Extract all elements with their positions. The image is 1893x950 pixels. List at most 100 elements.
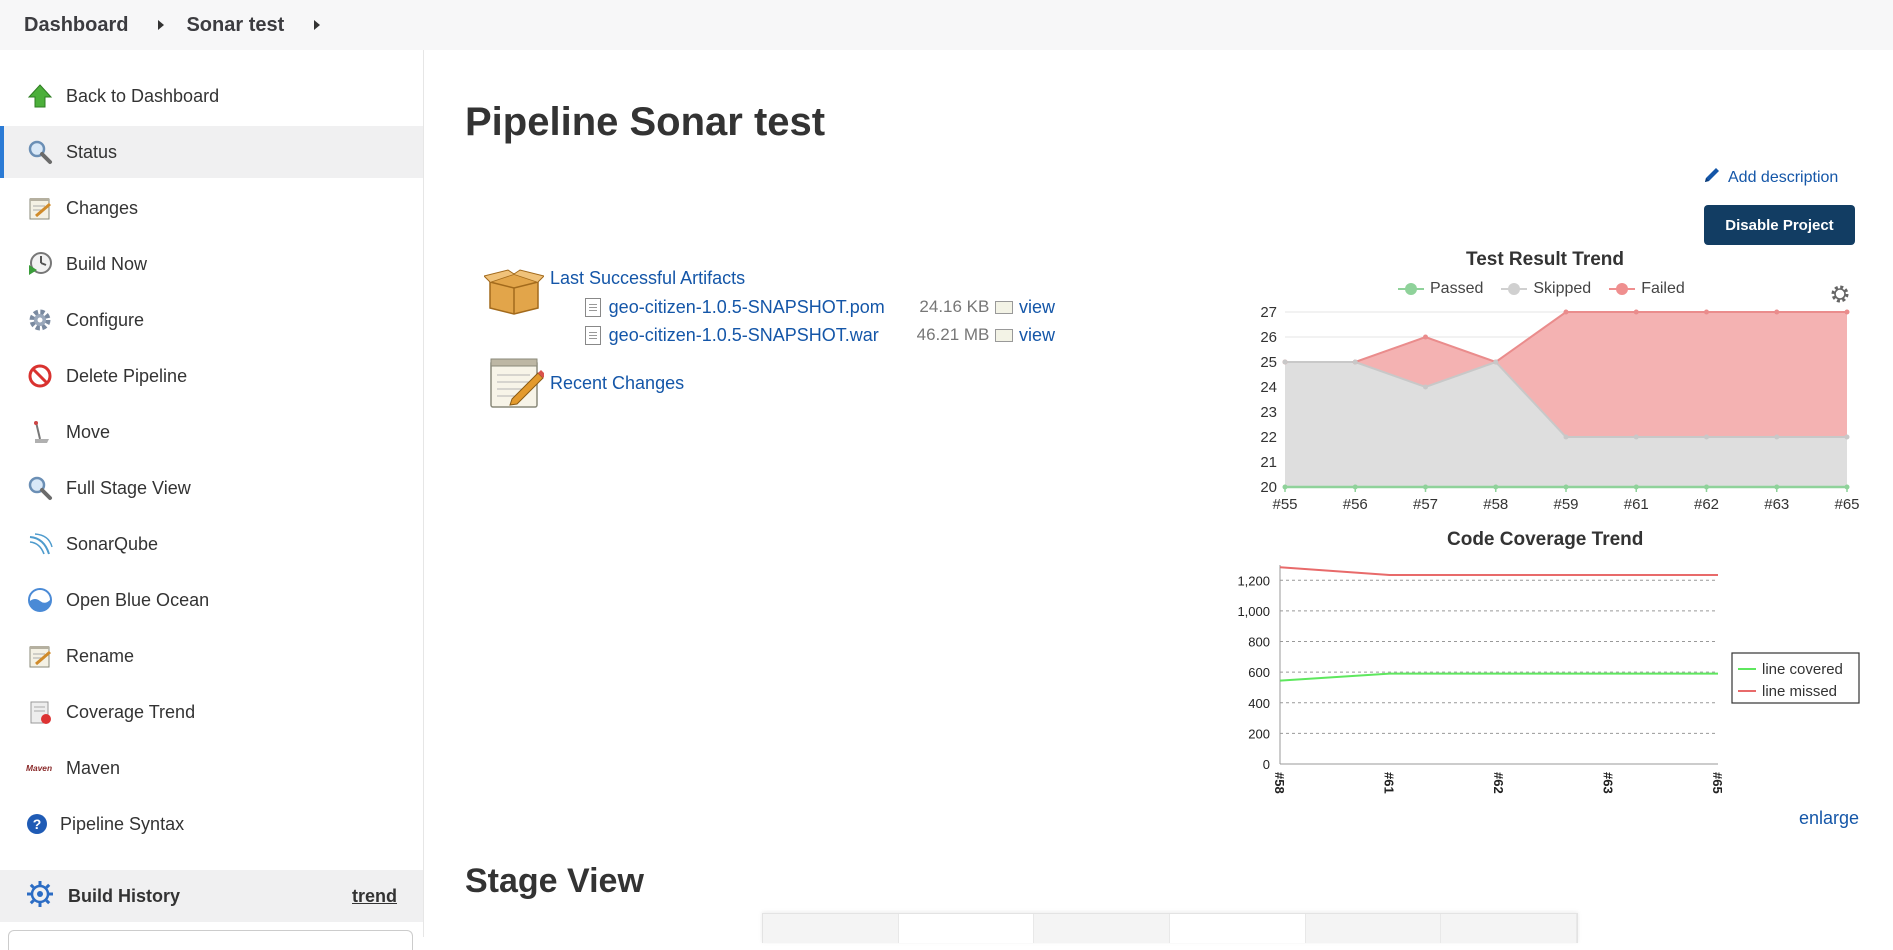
help-icon: ?: [26, 810, 48, 838]
y-tick-label: 21: [1260, 454, 1277, 471]
artifact-row: geo-citizen-1.0.5-SNAPSHOT.war 46.21 MB …: [585, 323, 1055, 347]
y-tick-label: 27: [1260, 304, 1277, 321]
sidebar-item-label: Maven: [66, 757, 121, 778]
sidebar-item-configure[interactable]: Configure: [0, 294, 423, 346]
sidebar-item-maven[interactable]: Maven Maven: [0, 742, 423, 794]
breadcrumb: Dashboard Sonar test: [0, 0, 1893, 50]
legend-item-failed[interactable]: Failed: [1609, 280, 1685, 298]
sidebar-item-coverage-trend[interactable]: Coverage Trend: [0, 686, 423, 738]
sidebar-item-rename[interactable]: Rename: [0, 630, 423, 682]
legend-label: line missed: [1762, 683, 1837, 700]
sidebar-item-changes[interactable]: Changes: [0, 182, 423, 234]
y-tick-label: 24: [1260, 379, 1277, 396]
magnifier-icon: [26, 138, 54, 166]
fingerprint-icon[interactable]: [995, 328, 1013, 342]
y-tick-label: 25: [1260, 354, 1277, 371]
breadcrumb-chevron-icon[interactable]: [158, 20, 165, 30]
skipped-point: [1633, 434, 1639, 440]
stage-header-cell: [1441, 914, 1578, 943]
sidebar-item-move[interactable]: Move: [0, 406, 423, 458]
sidebar-item-label: Delete Pipeline: [66, 365, 188, 386]
artifact-view-link[interactable]: view: [1019, 296, 1056, 317]
stage-view-table: [762, 913, 1578, 943]
sidebar-item-label: Changes: [66, 197, 139, 218]
failed-point: [1423, 334, 1428, 340]
line-covered-series: [1279, 672, 1718, 682]
legend-label: Failed: [1641, 280, 1685, 297]
build-history-trend-link[interactable]: trend: [352, 885, 397, 906]
artifact-view-link[interactable]: view: [1019, 324, 1056, 345]
artifact-size: 24.16 KB: [919, 297, 990, 316]
artifact-name-link[interactable]: geo-citizen-1.0.5-SNAPSHOT.war: [608, 324, 879, 345]
x-tick-label: #61: [1624, 496, 1649, 513]
stage-header-cell: [1170, 914, 1306, 943]
sidebar-item-full-stage-view[interactable]: Full Stage View: [0, 462, 423, 514]
maven-logo-text: Maven: [26, 763, 52, 773]
legend-item-skipped[interactable]: Skipped: [1501, 280, 1591, 298]
y-tick-label: 0: [1263, 757, 1270, 772]
breadcrumb-sonar-test[interactable]: Sonar test: [186, 13, 285, 36]
last-successful-artifacts-link[interactable]: Last Successful Artifacts: [550, 268, 746, 288]
sidebar-item-open-blue-ocean[interactable]: Open Blue Ocean: [0, 574, 423, 626]
sonarqube-icon: [26, 530, 54, 558]
maven-logo-icon: Maven: [26, 754, 54, 782]
artifact-name-link[interactable]: geo-citizen-1.0.5-SNAPSHOT.pom: [608, 296, 885, 317]
sidebar-item-pipeline-syntax[interactable]: ? Pipeline Syntax: [0, 798, 423, 850]
skipped-point: [1352, 359, 1358, 365]
fingerprint-icon[interactable]: [995, 300, 1013, 314]
sidebar-item-label: Move: [66, 421, 111, 442]
failed-point: [1563, 309, 1569, 315]
sidebar-item-status[interactable]: Status: [0, 126, 423, 178]
gear-icon: [26, 306, 54, 334]
file-icon: [585, 297, 601, 317]
failed-area: [1285, 312, 1847, 437]
x-tick-label: #63: [1601, 772, 1616, 794]
y-tick-label: 1,000: [1237, 604, 1270, 619]
file-icon: [585, 325, 601, 345]
clock-play-icon: [26, 250, 54, 278]
enlarge-link[interactable]: enlarge: [1799, 808, 1860, 828]
breadcrumb-dashboard[interactable]: Dashboard: [24, 13, 129, 36]
build-history-filter-input[interactable]: [8, 930, 413, 950]
sidebar-item-sonarqube[interactable]: SonarQube: [0, 518, 423, 570]
x-tick-label: #57: [1413, 496, 1438, 513]
sidebar-item-delete-pipeline[interactable]: Delete Pipeline: [0, 350, 423, 402]
y-tick-label: 400: [1248, 696, 1270, 711]
legend-marker: [1609, 283, 1636, 295]
artifact-row: geo-citizen-1.0.5-SNAPSHOT.pom 24.16 KB …: [585, 295, 1055, 319]
no-entry-icon: [26, 362, 54, 390]
x-tick-label: #65: [1710, 772, 1725, 794]
legend-marker: [1398, 283, 1424, 295]
y-tick-label: 22: [1260, 429, 1277, 446]
y-tick-label: 26: [1260, 329, 1277, 346]
legend-label: line covered: [1762, 661, 1843, 678]
sidebar-item-build-now[interactable]: Build Now: [0, 238, 423, 290]
build-history-title: Build History: [68, 885, 181, 906]
skipped-point: [1704, 434, 1709, 440]
x-tick-label: #59: [1553, 496, 1578, 513]
svg-text:?: ?: [33, 816, 42, 832]
legend-marker: [1501, 283, 1528, 295]
skipped-point: [1423, 384, 1428, 390]
stage-header-cell: [1306, 914, 1442, 943]
y-tick-label: 800: [1248, 635, 1270, 650]
skipped-point: [1493, 359, 1499, 365]
breadcrumb-chevron-icon[interactable]: [314, 20, 321, 30]
disable-project-button[interactable]: Disable Project: [1704, 205, 1855, 245]
sidebar-item-back-to-dashboard[interactable]: Back to Dashboard: [0, 70, 423, 122]
legend-item-passed[interactable]: Passed: [1398, 280, 1483, 298]
code-coverage-trend-title: Code Coverage Trend: [1447, 529, 1644, 550]
failed-point: [1704, 309, 1709, 315]
notepad-icon: [26, 642, 54, 670]
sidebar-item-label: Pipeline Syntax: [60, 813, 185, 834]
x-tick-label: #65: [1834, 496, 1859, 513]
sidebar-item-label: Open Blue Ocean: [66, 589, 210, 610]
x-tick-label: #62: [1491, 772, 1506, 794]
stage-header-cell: [898, 914, 1035, 943]
add-description-link[interactable]: Add description: [1702, 165, 1838, 190]
x-tick-label: #55: [1272, 496, 1297, 513]
add-description-label: Add description: [1728, 168, 1839, 186]
y-tick-label: 23: [1260, 404, 1277, 421]
recent-changes-link[interactable]: Recent Changes: [550, 373, 685, 393]
chart-settings-gear-icon[interactable]: [1829, 283, 1851, 310]
